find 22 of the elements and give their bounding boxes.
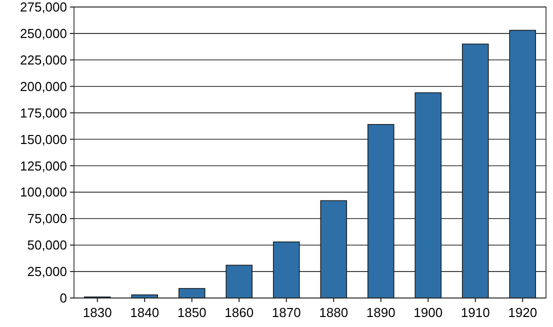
y-tick-label: 25,000 bbox=[27, 264, 67, 280]
y-tick-label: 125,000 bbox=[20, 158, 67, 174]
x-tick-label: 1920 bbox=[508, 305, 538, 320]
y-tick-label: 275,000 bbox=[20, 0, 67, 15]
x-tick-label: 1880 bbox=[319, 305, 348, 320]
x-tick-label: 1850 bbox=[177, 305, 206, 320]
y-tick-label: 250,000 bbox=[20, 26, 67, 42]
y-tick-label: 100,000 bbox=[20, 184, 67, 200]
y-tick-label: 150,000 bbox=[20, 132, 67, 147]
x-tick-label: 1900 bbox=[414, 305, 443, 320]
x-tick-label: 1830 bbox=[82, 305, 112, 320]
x-tick-label: 1870 bbox=[272, 305, 301, 320]
y-tick-label: 75,000 bbox=[27, 211, 67, 226]
y-tick-label: 200,000 bbox=[20, 78, 67, 94]
x-tick-label: 1910 bbox=[460, 305, 490, 320]
y-tick-label: 0 bbox=[60, 290, 67, 306]
y-tick-label: 175,000 bbox=[20, 105, 67, 120]
x-tick-label: 1890 bbox=[366, 305, 396, 320]
x-tick-label: 1860 bbox=[224, 305, 254, 320]
x-tick-label: 1840 bbox=[130, 305, 160, 320]
y-tick-label: 50,000 bbox=[27, 238, 67, 253]
y-tick-label: 225,000 bbox=[20, 52, 67, 68]
